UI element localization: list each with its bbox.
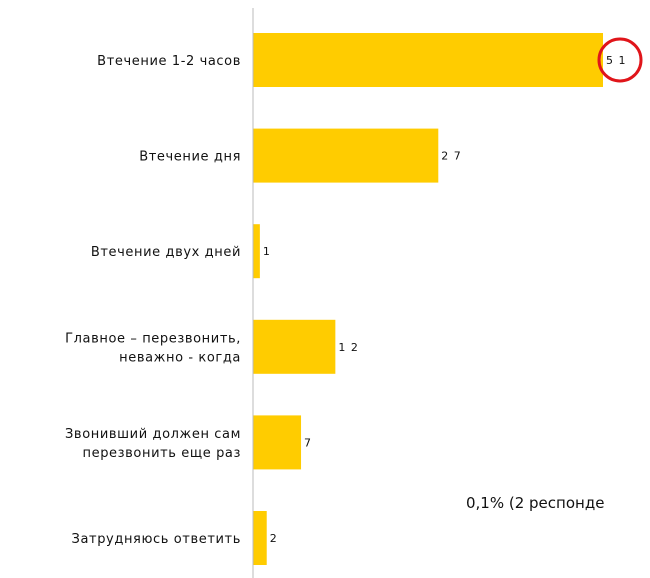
category-label: Звонивший должен сам: [65, 427, 241, 442]
bar: [253, 319, 336, 374]
category-label: перезвонить еще раз: [83, 446, 242, 461]
category-label: Главное – перезвонить,: [65, 331, 241, 346]
bar: [253, 224, 260, 279]
data-label: 7: [304, 436, 312, 449]
category-label: Затрудняюсь ответить: [72, 532, 241, 547]
data-label: 1 2: [338, 341, 359, 354]
category-label: Втечение 1-2 часов: [97, 54, 241, 69]
footnote: 0,1% (2 респонде: [466, 494, 605, 512]
bar: [253, 128, 439, 183]
bar: [253, 33, 603, 87]
data-label: 1: [263, 245, 271, 258]
category-label: Втечение двух дней: [91, 245, 241, 260]
bar: [253, 415, 302, 470]
data-label: 2 7: [441, 150, 462, 163]
data-label: 5 1: [606, 54, 627, 67]
category-label: Втечение дня: [139, 150, 241, 165]
data-label: 2: [270, 532, 278, 545]
highlight-circle: [597, 37, 643, 83]
bar: [253, 511, 267, 565]
category-label: неважно - когда: [119, 350, 241, 365]
